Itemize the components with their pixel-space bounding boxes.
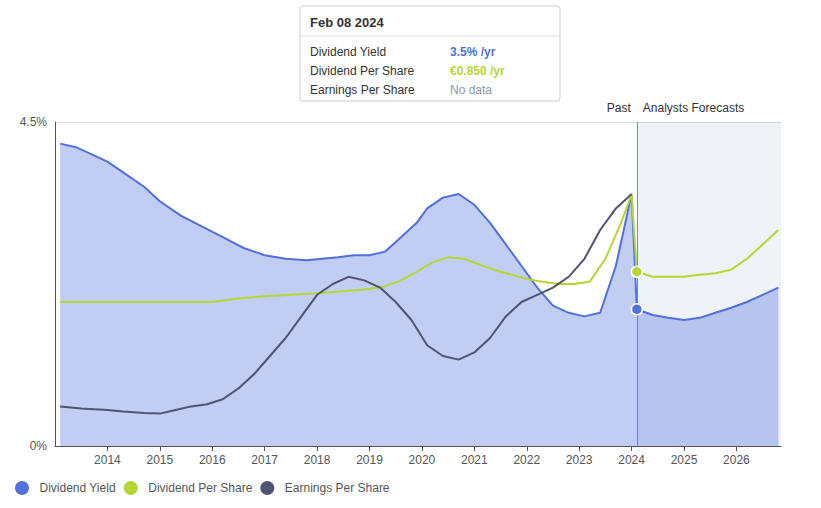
svg-text:2019: 2019 xyxy=(356,453,383,467)
svg-text:2018: 2018 xyxy=(304,453,331,467)
svg-text:Dividend Per Share: Dividend Per Share xyxy=(148,481,252,495)
svg-text:2016: 2016 xyxy=(199,453,226,467)
svg-text:€0.850 /yr: €0.850 /yr xyxy=(450,64,505,78)
svg-text:2017: 2017 xyxy=(251,453,278,467)
svg-text:3.5% /yr: 3.5% /yr xyxy=(450,45,496,59)
svg-text:Feb 08 2024: Feb 08 2024 xyxy=(310,15,384,30)
svg-text:2022: 2022 xyxy=(513,453,540,467)
svg-text:2025: 2025 xyxy=(671,453,698,467)
svg-text:0%: 0% xyxy=(30,439,48,453)
svg-text:2015: 2015 xyxy=(146,453,173,467)
svg-text:Dividend Yield: Dividend Yield xyxy=(40,481,116,495)
svg-text:Earnings Per Share: Earnings Per Share xyxy=(310,83,415,97)
svg-text:2026: 2026 xyxy=(723,453,750,467)
svg-text:Dividend Yield: Dividend Yield xyxy=(310,45,386,59)
svg-text:2024: 2024 xyxy=(618,453,645,467)
svg-text:2023: 2023 xyxy=(566,453,593,467)
svg-text:2021: 2021 xyxy=(461,453,488,467)
svg-text:2020: 2020 xyxy=(409,453,436,467)
svg-text:Earnings Per Share: Earnings Per Share xyxy=(285,481,390,495)
svg-text:4.5%: 4.5% xyxy=(20,115,48,129)
svg-text:Past: Past xyxy=(607,101,632,115)
svg-text:Analysts Forecasts: Analysts Forecasts xyxy=(643,101,744,115)
svg-text:Dividend Per Share: Dividend Per Share xyxy=(310,64,414,78)
svg-text:No data: No data xyxy=(450,83,492,97)
svg-text:2014: 2014 xyxy=(94,453,121,467)
